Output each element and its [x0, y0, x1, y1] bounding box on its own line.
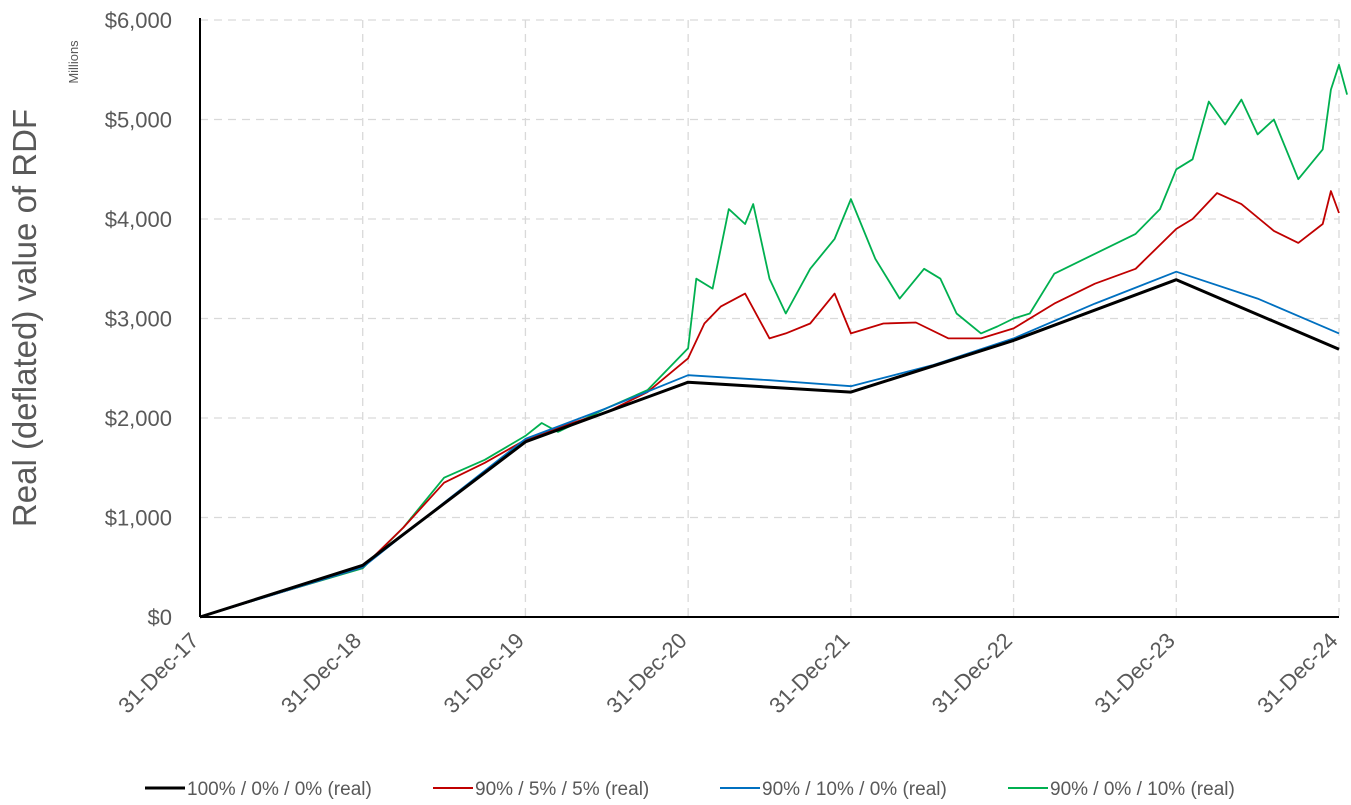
- x-tick-label: 31-Dec-19: [439, 628, 529, 718]
- units-label: Millions: [66, 40, 81, 84]
- y-tick-labels: $0 $1,000 $2,000 $3,000 $4,000 $5,000 $6,000: [105, 8, 172, 630]
- y-tick-label: $4,000: [105, 207, 172, 232]
- legend-label: 90% / 5% / 5% (real): [475, 779, 649, 800]
- axes: [199, 18, 1339, 618]
- x-tick-label: 31-Dec-21: [764, 628, 854, 718]
- legend-label: 100% / 0% / 0% (real): [187, 779, 372, 800]
- y-tick-label: $1,000: [105, 506, 172, 531]
- x-tick-label: 31-Dec-20: [601, 628, 691, 718]
- y-tick-label: $3,000: [105, 307, 172, 332]
- series-line-4: [199, 63, 1348, 618]
- y-tick-label: $6,000: [105, 8, 172, 33]
- series-line-3: [199, 270, 1340, 618]
- x-tick-label: 31-Dec-24: [1252, 628, 1342, 718]
- x-tick-label: 31-Dec-23: [1090, 628, 1180, 718]
- legend-label: 90% / 10% / 0% (real): [762, 779, 947, 800]
- gridlines: [200, 19, 1340, 617]
- series-lines: [199, 63, 1348, 619]
- x-tick-labels: 31-Dec-17 31-Dec-18 31-Dec-19 31-Dec-20 31-D…: [113, 628, 1342, 718]
- y-tick-label: $2,000: [105, 406, 172, 431]
- series-line-2: [199, 190, 1340, 618]
- x-tick-label: 31-Dec-17: [113, 628, 203, 718]
- y-tick-label: $5,000: [105, 108, 172, 133]
- y-tick-label: $0: [148, 605, 172, 630]
- x-tick-label: 31-Dec-22: [927, 628, 1017, 718]
- series-line-1: [199, 278, 1340, 619]
- x-tick-label: 31-Dec-18: [276, 628, 366, 718]
- y-axis-title: Real (deflated) value of RDF: [6, 109, 43, 527]
- legend: 100% / 0% / 0% (real) 90% / 5% / 5% (real…: [145, 779, 1235, 800]
- legend-label: 90% / 0% / 10% (real): [1050, 779, 1235, 800]
